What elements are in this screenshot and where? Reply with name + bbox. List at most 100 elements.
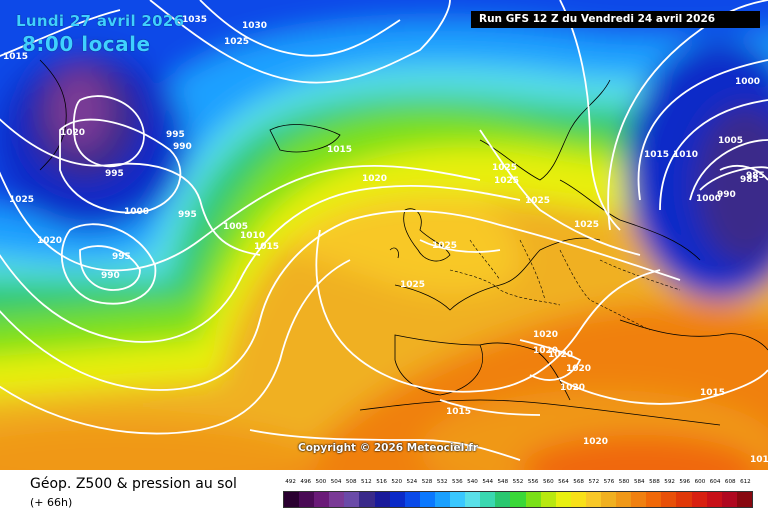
valid-time: 8:00 locale [22, 32, 151, 56]
scale-swatch [389, 492, 405, 507]
scale-label: 584 [633, 479, 645, 485]
scale-label: 536 [452, 479, 463, 485]
scale-label: 604 [709, 479, 721, 485]
valid-date: Lundi 27 avril 2026 [16, 12, 185, 30]
scale-swatch [646, 492, 662, 507]
scale-label: 524 [406, 479, 418, 485]
isobar-label: 990 [101, 271, 120, 281]
scale-swatch [465, 492, 481, 507]
geopotential-map: 1015 1035 1030 1025 1020 995 990 985 995… [0, 0, 768, 470]
scale-swatch [314, 492, 330, 507]
scale-label: 520 [391, 479, 403, 485]
model-run-banner: Run GFS 12 Z du Vendredi 24 avril 2026 [471, 11, 760, 28]
coastlines [39, 59, 768, 426]
isobar-label: 1015 [446, 407, 471, 417]
scale-swatch [706, 492, 722, 507]
isobar-label: 1015 [254, 242, 279, 252]
scale-swatch [570, 492, 586, 507]
isobar-label: 1020 [548, 350, 573, 360]
isobar-label: 1025 [525, 196, 550, 206]
scale-swatch [480, 492, 496, 507]
isobar-label: 1000 [124, 207, 149, 217]
scale-swatch [676, 492, 692, 507]
scale-label: 504 [330, 479, 342, 485]
isobar-label: 1025 [432, 241, 457, 251]
isobar-label: 1020 [533, 346, 558, 356]
scale-swatch [585, 492, 601, 507]
map-canvas: 1015 1035 1030 1025 1020 995 990 985 995… [0, 0, 768, 470]
isobar-label: 1010 [240, 231, 265, 241]
isobar-label: 1010 [452, 444, 477, 454]
isobar-label: 1020 [566, 364, 591, 374]
scale-swatch [661, 492, 677, 507]
isobar-label: 1025 [574, 220, 599, 230]
scale-swatch [631, 492, 647, 507]
scale-label: 600 [694, 479, 706, 485]
isobar-label: 1020 [560, 383, 585, 393]
isobar-label: 1010 [673, 150, 698, 160]
scale-swatch [450, 492, 466, 507]
isobar-label: 1030 [242, 21, 267, 31]
scale-swatch [359, 492, 375, 507]
color-scale-bar [283, 491, 753, 508]
scale-label: 516 [376, 479, 387, 485]
scale-label: 560 [542, 479, 554, 485]
isobar-label: 1025 [494, 176, 519, 186]
scale-swatch [691, 492, 707, 507]
scale-label: 572 [588, 479, 600, 485]
isobar-label: 1025 [224, 37, 249, 47]
country-borders [449, 239, 681, 331]
copyright-notice: Copyright © 2026 Meteociel.fr [298, 442, 478, 454]
scale-label: 568 [573, 479, 584, 485]
z500-color-field [0, 0, 768, 470]
isobar-label: 1025 [9, 195, 34, 205]
scale-swatch [329, 492, 345, 507]
isobar-label: 1005 [718, 136, 743, 146]
isobar-label: 1005 [223, 222, 248, 232]
isobar-label: 1000 [696, 194, 721, 204]
scale-label: 512 [361, 479, 372, 485]
scale-swatch [344, 492, 360, 507]
scale-swatch [525, 492, 541, 507]
scale-swatch [600, 492, 617, 507]
isobar-label: 1015 [700, 388, 725, 398]
scale-swatch [299, 492, 315, 507]
scale-label: 548 [497, 479, 509, 485]
isobar-label: 995 [178, 210, 197, 220]
scale-label: 532 [436, 479, 448, 485]
isobar-label: 990 [173, 142, 192, 152]
isobar-label: 985 [740, 175, 759, 185]
isobar-label: 1020 [60, 128, 85, 138]
isobars [0, 0, 768, 460]
isobar-label: 1000 [735, 77, 760, 87]
isobar-label: 1010 [750, 455, 768, 465]
scale-label: 500 [315, 479, 327, 485]
isobar-label: 995 [166, 130, 185, 140]
scale-swatch [555, 492, 571, 507]
scale-swatch [434, 492, 451, 507]
isobar-label: 1035 [182, 15, 207, 25]
scale-label: 612 [740, 479, 751, 485]
isobar-label: 1015 [644, 150, 669, 160]
scale-label: 492 [285, 479, 296, 485]
isobar-label: 995 [112, 252, 131, 262]
isobar-label: 1020 [533, 330, 558, 340]
scale-label: 496 [300, 479, 312, 485]
scale-swatch [404, 492, 420, 507]
isobar-label: 985 [746, 171, 765, 181]
isobar-label: 1015 [3, 52, 28, 62]
isobar-label: 1025 [400, 280, 425, 290]
isobar-label: 1020 [362, 174, 387, 184]
scale-swatch [495, 492, 511, 507]
scale-swatch [419, 492, 435, 507]
scale-label: 544 [482, 479, 494, 485]
scale-label: 556 [527, 479, 539, 485]
scale-swatch [284, 492, 300, 507]
legend-footer: Géop. Z500 & pression au sol (+ 66h) 492… [0, 470, 768, 512]
scale-swatch [540, 492, 556, 507]
scale-label: 552 [512, 479, 524, 485]
scale-label: 608 [724, 479, 736, 485]
scale-label: 508 [345, 479, 357, 485]
color-scale-labels: 492 496 500 504 508 512 516 520 524 528 532 536 540 5… [283, 479, 753, 489]
